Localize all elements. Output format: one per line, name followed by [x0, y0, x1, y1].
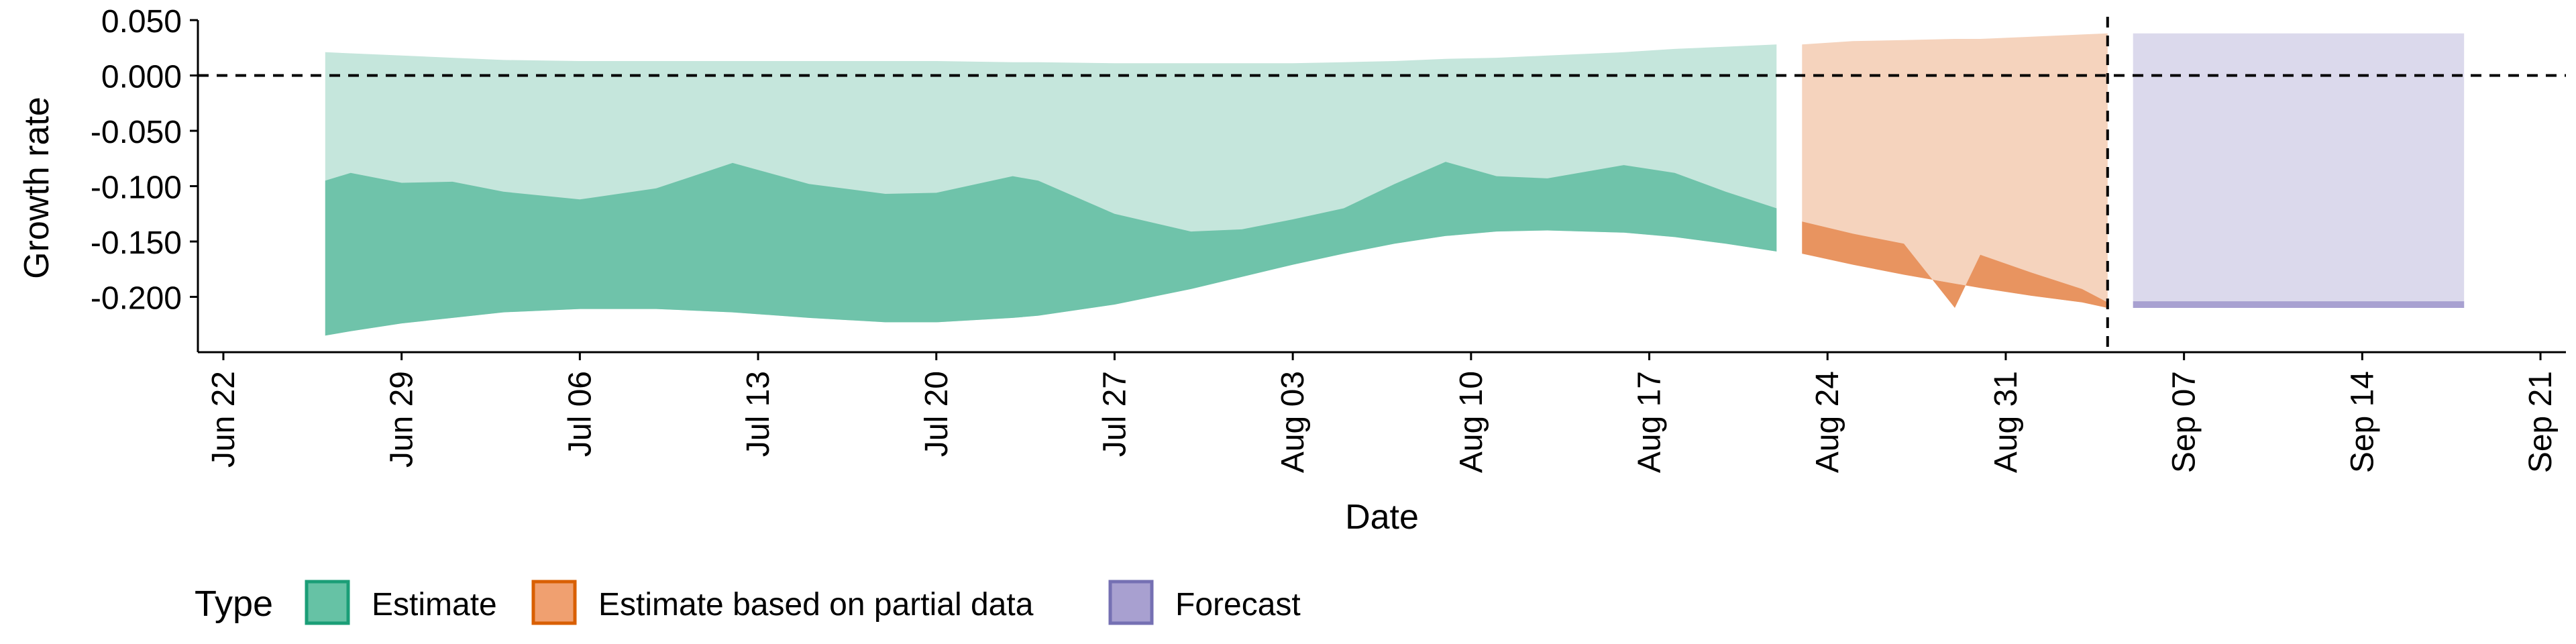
legend-label: Forecast	[1175, 587, 1301, 623]
band-inner-forecast	[2133, 301, 2465, 308]
x-tick-label: Sep 14	[2345, 371, 2380, 473]
legend-swatch	[1108, 580, 1154, 625]
x-tick-label: Aug 24	[1810, 371, 1845, 473]
legend-label: Estimate based on partial data	[598, 587, 1034, 623]
y-axis-title: Growth rate	[17, 97, 56, 279]
plot-areas	[325, 33, 2465, 336]
x-tick-label: Jul 20	[919, 371, 955, 457]
legend-swatch	[531, 580, 577, 625]
y-tick-label: -0.200	[91, 281, 182, 317]
reference-lines	[198, 17, 2566, 352]
x-tick-label: Sep 21	[2523, 371, 2559, 473]
y-tick-label: -0.150	[91, 225, 182, 261]
x-axis-title: Date	[1345, 498, 1419, 537]
x-tick-label: Aug 10	[1454, 371, 1489, 473]
band-inner-estimate-based-on-partial-data	[1802, 221, 2108, 308]
x-tick-label: Aug 31	[1988, 371, 2024, 473]
x-tick-label: Jul 27	[1097, 371, 1132, 457]
band-outer-forecast	[2133, 33, 2465, 309]
x-tick-label: Sep 07	[2167, 371, 2202, 473]
x-tick-label: Jul 06	[562, 371, 598, 457]
legend-label: Estimate	[372, 587, 497, 623]
x-tick-label: Aug 03	[1275, 371, 1311, 473]
y-tick-label: -0.100	[91, 170, 182, 206]
y-tick-label: -0.050	[91, 115, 182, 150]
x-tick-label: Aug 17	[1632, 371, 1668, 473]
band-inner-estimate	[325, 162, 1777, 336]
y-tick-label: 0.050	[101, 4, 182, 40]
x-tick-label: Jun 22	[206, 371, 241, 468]
x-tick-label: Jun 29	[384, 371, 420, 468]
axes: 0.050 0.000 -0.050 -0.100 -0.150 -0.200 Jun 22…	[91, 4, 2566, 473]
y-tick-label: 0.000	[101, 60, 182, 95]
legend: Type Estimate Estimate based on partial d…	[195, 580, 1301, 625]
x-tick-label: Jul 13	[741, 371, 776, 457]
legend-title: Type	[195, 584, 273, 624]
legend-swatch	[305, 580, 350, 625]
